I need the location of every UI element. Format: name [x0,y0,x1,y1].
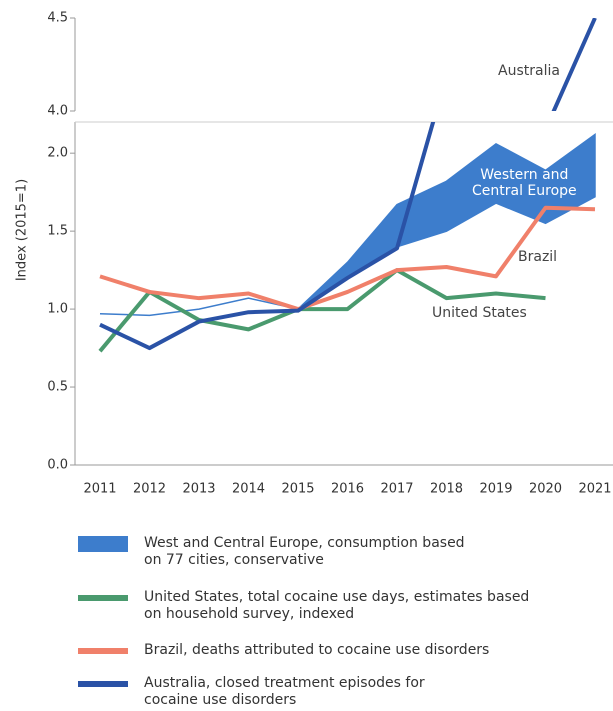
legend-label: Australia, closed treatment episodes for… [144,675,425,708]
series-line [99,205,596,312]
x-tick-label: 2019 [479,482,512,497]
series-line [98,268,546,353]
legend-swatch [78,595,128,601]
legend-label: United States, total cocaine use days, e… [144,589,530,622]
x-tick-label: 2013 [182,482,215,497]
annotation: United States [432,305,527,321]
annotation: Western and Central Europe [472,167,577,199]
legend-label: West and Central Europe, consumption bas… [144,535,465,568]
legend-label: Brazil, deaths attributed to cocaine use… [144,642,490,658]
x-tick-label: 2014 [232,482,265,497]
x-tick-label: 2018 [430,482,463,497]
x-tick-label: 2021 [578,482,611,497]
annotation: Brazil [518,249,558,265]
chart: Index (2015=1) 0.0 0.5 1.0 1.5 2.0 4.0 4.5 2011… [15,11,613,497]
annotation: Australia [498,63,560,79]
x-tick-label: 2012 [133,482,166,497]
y-tick-label: 0.5 [47,380,68,395]
series-line [99,122,436,351]
y-tick-label: 2.0 [47,146,68,161]
lower-panel [98,122,596,353]
legend-swatch [78,681,128,687]
x-tick-label: 2020 [529,482,562,497]
y-tick-label: 1.0 [47,302,68,317]
x-tick-label: 2017 [380,482,413,497]
x-tick-label: 2016 [331,482,364,497]
legend-item: West and Central Europe, consumption bas… [78,535,465,569]
legend-item: Brazil, deaths attributed to cocaine use… [78,642,489,659]
legend-swatch [78,648,128,654]
y-tick-label: 4.0 [47,104,68,119]
legend-item: United States, total cocaine use days, e… [78,589,529,623]
x-tick-label: 2011 [83,482,116,497]
y-tick-label: 4.5 [47,11,68,26]
y-axis-label: Index (2015=1) [15,179,30,281]
y-tick-label: 0.0 [47,458,68,473]
x-tick-label: 2015 [281,482,314,497]
legend-item: Australia, closed treatment episodes for… [78,675,425,709]
legend-swatch [78,536,128,552]
band-area [99,133,596,317]
y-tick-label: 1.5 [47,224,68,239]
